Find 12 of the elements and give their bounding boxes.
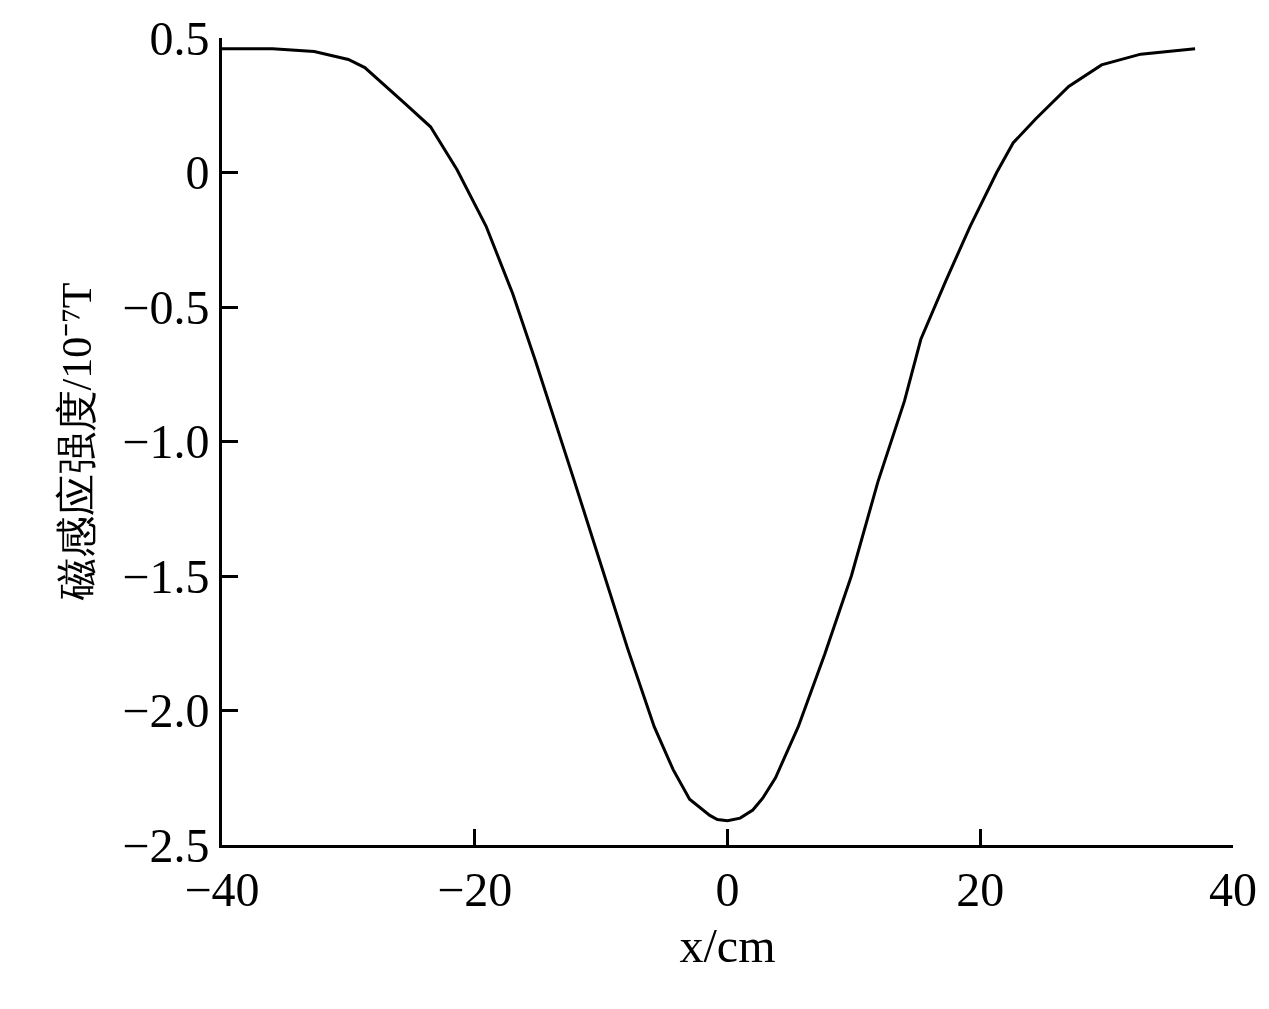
y-tick-label: −1.0 <box>122 415 210 469</box>
y-tick-label: −2.0 <box>122 684 210 738</box>
y-tick-label: 0 <box>185 146 210 200</box>
x-tick-label: 0 <box>715 862 740 916</box>
x-tick-label: 40 <box>1209 862 1257 916</box>
y-tick-label: −0.5 <box>122 280 210 334</box>
x-axis-title: x/cm <box>679 918 776 972</box>
x-tick-label: 20 <box>956 862 1005 916</box>
x-tick-label: −20 <box>437 862 513 916</box>
y-tick-label: −1.5 <box>122 549 210 603</box>
y-axis-title: 磁感应强度/10⁻⁷T <box>54 282 101 602</box>
y-tick-label: 0.5 <box>149 11 210 65</box>
